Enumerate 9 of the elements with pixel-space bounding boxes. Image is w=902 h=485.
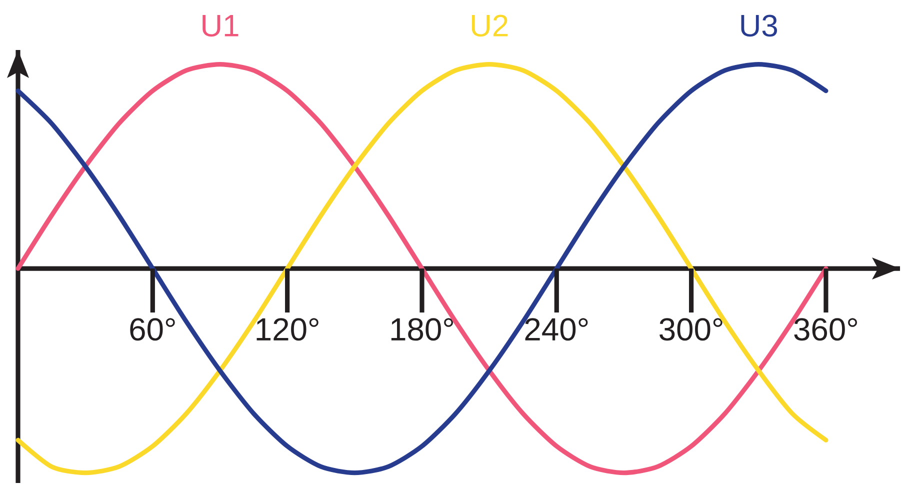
x-tick-label: 180° — [391, 318, 454, 341]
x-tick-label: 240° — [525, 318, 588, 341]
x-tick-label: 300° — [660, 318, 722, 341]
x-tick-label: 60° — [130, 318, 175, 341]
series-label: U3 — [741, 14, 778, 37]
x-tick-label: 120° — [256, 318, 318, 341]
x-tick-label: 360° — [794, 318, 857, 341]
series-label: U2 — [472, 14, 508, 37]
series-label: U1 — [202, 15, 238, 37]
